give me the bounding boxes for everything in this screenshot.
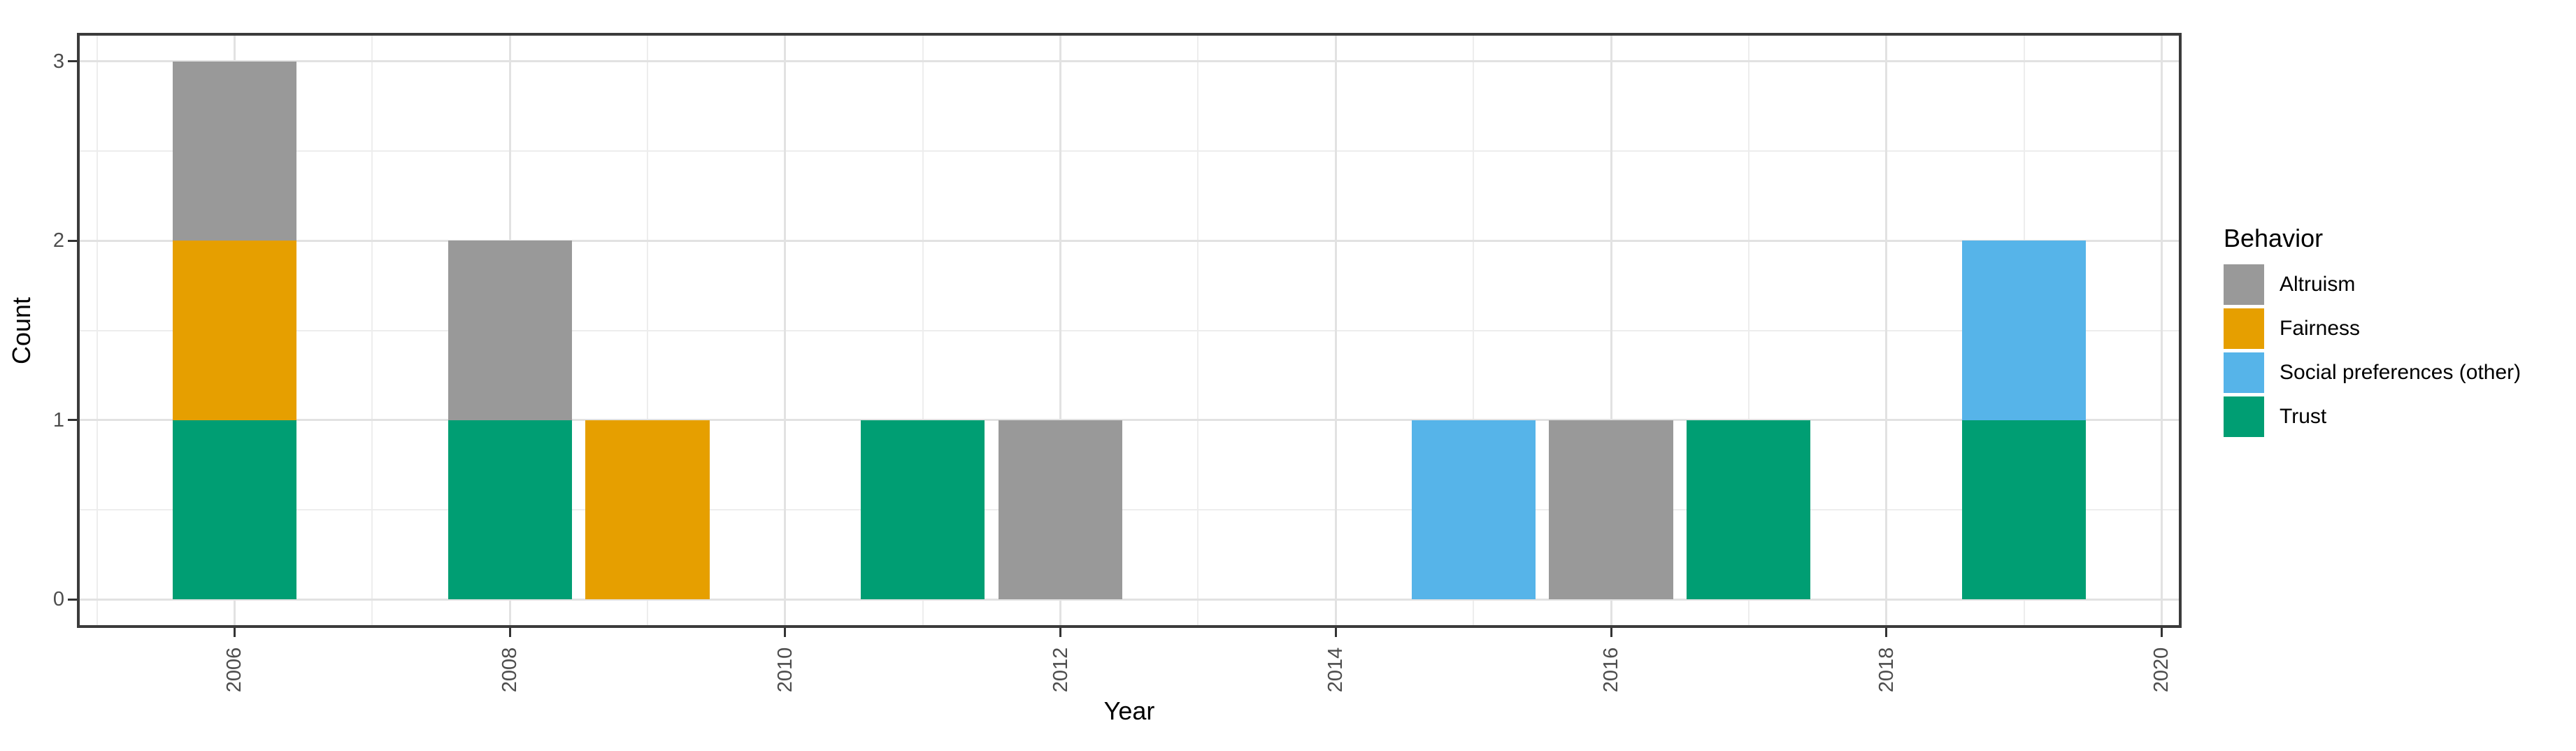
x-tick-mark [1610, 628, 1612, 637]
x-tick-label: 2010 [773, 647, 796, 693]
bar-segment [861, 420, 985, 600]
gridline-y-minor [77, 150, 2182, 152]
gridline-y-major [77, 60, 2182, 63]
gridline-x-major [1610, 33, 1612, 628]
bar-segment [172, 61, 296, 241]
legend-entry-label: Trust [2280, 405, 2327, 428]
legend-entry-label: Altruism [2280, 273, 2356, 296]
x-tick-label: 2016 [1600, 647, 1622, 693]
gridline-x-major [1334, 33, 1337, 628]
legend-color-swatch [2224, 396, 2264, 437]
y-tick-label: 2 [52, 229, 64, 252]
gridline-x-major [2160, 33, 2163, 628]
y-tick-label: 0 [52, 588, 64, 611]
y-tick-label: 1 [52, 408, 64, 431]
bar-segment [999, 420, 1123, 600]
bar-segment [448, 420, 572, 600]
x-tick-mark [1885, 628, 1888, 637]
gridline-x-minor [1747, 33, 1749, 628]
gridline-y-major [77, 419, 2182, 422]
y-tick-mark [68, 239, 77, 242]
legend-entry: Social preferences (other) [2224, 352, 2521, 393]
gridline-x-minor [1197, 33, 1199, 628]
legend-entry: Altruism [2224, 264, 2521, 305]
bar-segment [1962, 420, 2087, 600]
x-axis-title: Year [1103, 696, 1155, 725]
gridline-y-major [77, 239, 2182, 242]
x-tick-mark [784, 628, 787, 637]
x-tick-mark [2160, 628, 2163, 637]
gridline-x-minor [1473, 33, 1475, 628]
gridline-x-major [784, 33, 787, 628]
legend-entry-label: Social preferences (other) [2280, 361, 2521, 384]
x-tick-mark [508, 628, 511, 637]
bar-segment [1549, 420, 1673, 600]
legend-color-swatch [2224, 264, 2264, 305]
x-tick-label: 2020 [2150, 647, 2173, 693]
gridline-x-major [1059, 33, 1062, 628]
legend-color-swatch [2224, 352, 2264, 393]
bar-segment [172, 420, 296, 600]
legend-entry: Trust [2224, 396, 2521, 437]
bar-segment [1962, 241, 2087, 420]
legend-color-swatch [2224, 308, 2264, 349]
bar-segment [448, 241, 572, 420]
x-tick-mark [1334, 628, 1337, 637]
bar-segment [1411, 420, 1536, 600]
gridline-x-major [1885, 33, 1888, 628]
x-tick-label: 2006 [223, 647, 246, 693]
plot-panel [77, 33, 2182, 628]
x-tick-label: 2008 [499, 647, 522, 693]
x-tick-mark [1059, 628, 1062, 637]
gridline-y-minor [77, 509, 2182, 511]
gridline-y-minor [77, 329, 2182, 331]
x-tick-label: 2018 [1875, 647, 1898, 693]
legend-entry: Fairness [2224, 308, 2521, 349]
gridline-x-minor [646, 33, 648, 628]
legend-title: Behavior [2224, 224, 2324, 252]
y-tick-label: 3 [52, 50, 64, 73]
legend-entry-label: Fairness [2280, 317, 2361, 340]
y-tick-mark [68, 598, 77, 601]
y-tick-mark [68, 60, 77, 63]
legend-items: Altruism Fairness Social preferences (othe… [2224, 264, 2521, 437]
gridline-x-minor [922, 33, 924, 628]
gridline-y-major [77, 598, 2182, 601]
x-tick-mark [233, 628, 236, 637]
bar-segment [1687, 420, 1811, 600]
gridline-x-minor [96, 33, 98, 628]
x-tick-label: 2012 [1049, 647, 1072, 693]
bar-segment [172, 241, 296, 420]
bar-segment [585, 420, 710, 600]
legend: Behavior Altruism Fairness Social preferen… [2224, 224, 2521, 441]
y-axis-title: Count [7, 296, 36, 364]
x-tick-label: 2014 [1324, 647, 1347, 693]
gridline-x-minor [371, 33, 373, 628]
y-tick-mark [68, 419, 77, 422]
